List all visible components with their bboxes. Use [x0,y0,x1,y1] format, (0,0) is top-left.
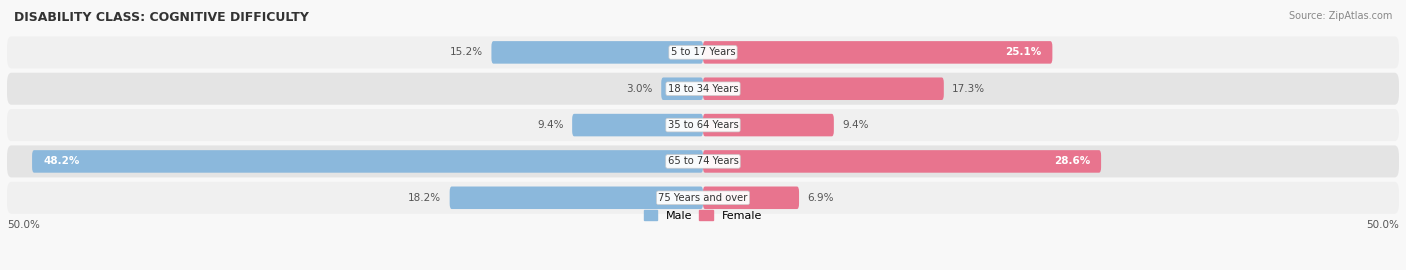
Text: 5 to 17 Years: 5 to 17 Years [671,48,735,58]
Text: 50.0%: 50.0% [7,220,39,230]
Text: 28.6%: 28.6% [1053,156,1090,166]
Text: 9.4%: 9.4% [537,120,564,130]
FancyBboxPatch shape [703,77,943,100]
Text: 18 to 34 Years: 18 to 34 Years [668,84,738,94]
Text: 18.2%: 18.2% [408,193,441,203]
Legend: Male, Female: Male, Female [640,206,766,225]
FancyBboxPatch shape [7,109,1399,141]
FancyBboxPatch shape [7,36,1399,68]
FancyBboxPatch shape [703,114,834,136]
Text: 15.2%: 15.2% [450,48,484,58]
Text: 65 to 74 Years: 65 to 74 Years [668,156,738,166]
FancyBboxPatch shape [703,150,1101,173]
FancyBboxPatch shape [7,73,1399,105]
FancyBboxPatch shape [492,41,703,64]
Text: Source: ZipAtlas.com: Source: ZipAtlas.com [1288,11,1392,21]
FancyBboxPatch shape [572,114,703,136]
FancyBboxPatch shape [703,41,1052,64]
Text: 3.0%: 3.0% [627,84,652,94]
Text: 9.4%: 9.4% [842,120,869,130]
Text: 17.3%: 17.3% [952,84,986,94]
FancyBboxPatch shape [703,187,799,209]
Text: DISABILITY CLASS: COGNITIVE DIFFICULTY: DISABILITY CLASS: COGNITIVE DIFFICULTY [14,11,309,24]
Text: 50.0%: 50.0% [1367,220,1399,230]
Text: 25.1%: 25.1% [1005,48,1042,58]
FancyBboxPatch shape [661,77,703,100]
Text: 75 Years and over: 75 Years and over [658,193,748,203]
FancyBboxPatch shape [7,182,1399,214]
FancyBboxPatch shape [450,187,703,209]
Text: 48.2%: 48.2% [44,156,80,166]
FancyBboxPatch shape [7,146,1399,177]
FancyBboxPatch shape [32,150,703,173]
Text: 35 to 64 Years: 35 to 64 Years [668,120,738,130]
Text: 6.9%: 6.9% [807,193,834,203]
